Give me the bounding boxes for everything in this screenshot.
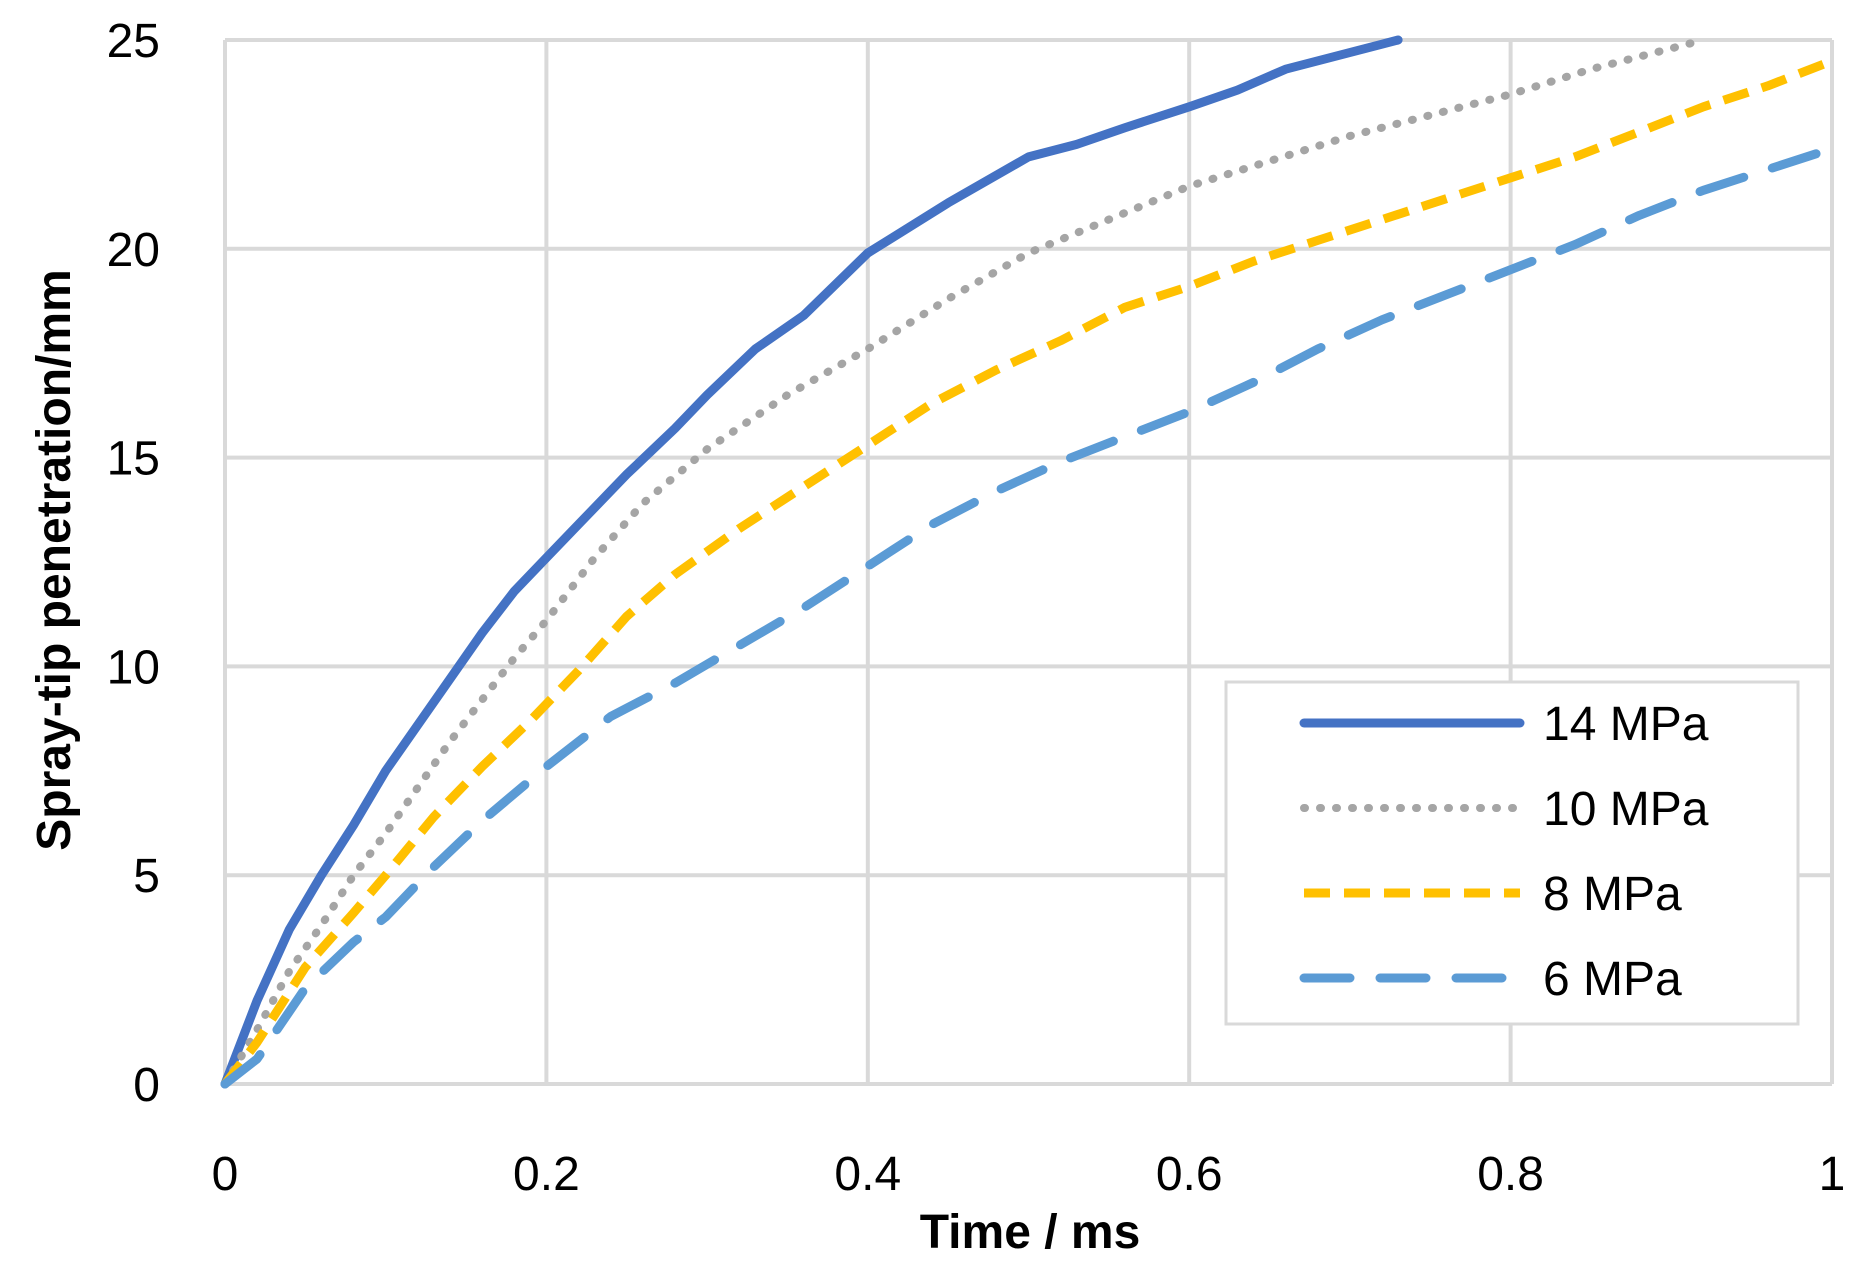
y-tick-label: 5 xyxy=(133,850,160,903)
x-tick-label: 0.8 xyxy=(1477,1148,1544,1201)
y-tick-label: 15 xyxy=(107,433,160,486)
y-tick-label: 0 xyxy=(133,1059,160,1112)
series-line-10-mpa xyxy=(221,36,1708,1088)
legend[interactable]: 14 MPa 10 MPa 8 MPa 6 MPa xyxy=(1224,680,1800,1026)
legend-label: 6 MPa xyxy=(1543,953,1682,1006)
legend-label: 10 MPa xyxy=(1543,783,1709,836)
y-tick-label: 20 xyxy=(107,224,160,277)
legend-items: 14 MPa 10 MPa 8 MPa 6 MPa xyxy=(1299,698,1709,1006)
series-line-14-mpa xyxy=(220,35,1403,1089)
legend-box xyxy=(1224,680,1800,1026)
x-axis-title: Time / ms xyxy=(920,1206,1141,1259)
legend-label: 14 MPa xyxy=(1543,698,1709,751)
y-tick-label: 25 xyxy=(107,15,160,68)
legend-label: 8 MPa xyxy=(1543,868,1682,921)
x-tick-label: 0.2 xyxy=(513,1148,580,1201)
y-tick-label: 10 xyxy=(107,641,160,694)
series-line-6-mpa xyxy=(220,144,1837,1089)
x-tick-label: 0.4 xyxy=(834,1148,901,1201)
series-layer xyxy=(220,35,1837,1089)
x-tick-label: 1 xyxy=(1819,1148,1846,1201)
x-tick-label: 0.6 xyxy=(1156,1148,1223,1201)
y-axis-title: Spray-tip penetration/mm xyxy=(28,269,81,850)
x-tick-label: 0 xyxy=(212,1148,239,1201)
